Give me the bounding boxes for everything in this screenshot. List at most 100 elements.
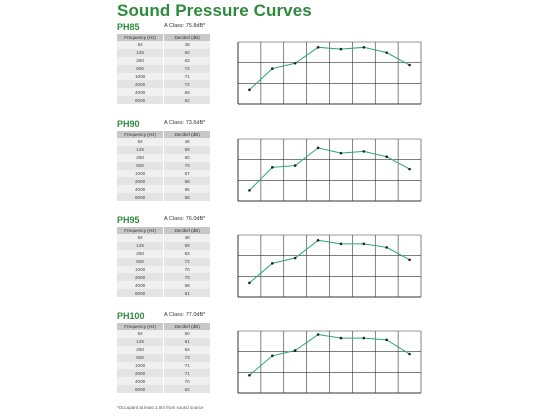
column-header: Decibel (dB): [163, 323, 211, 330]
frequency-cell: 1000: [117, 72, 165, 81]
series-line: [249, 46, 410, 91]
sound-pressure-chart-ph95: [237, 234, 422, 298]
data-point: [271, 262, 274, 265]
data-point: [385, 51, 388, 54]
data-point: [408, 63, 411, 67]
table-row: 125 60: [117, 48, 211, 57]
decibel-cell: 59: [163, 241, 211, 250]
frequency-cell: 250: [117, 249, 165, 258]
column-header: Frequency (Hz): [117, 323, 165, 330]
decibel-cell: 67: [163, 169, 211, 178]
decibel-cell: 71: [163, 369, 211, 378]
decibel-cell: 62: [163, 249, 211, 258]
frequency-cell: 64: [117, 330, 165, 338]
data-point: [385, 338, 388, 342]
data-point: [248, 88, 251, 92]
table-row: 2000 68: [117, 177, 211, 186]
table-row: 1000 67: [117, 169, 211, 178]
series-line: [249, 147, 410, 191]
data-point: [339, 242, 343, 246]
series-line: [249, 239, 410, 284]
model-section-ph95: PH95 A Class: 76.0dB* Frequency (Hz) Decibe…: [117, 215, 427, 307]
decibel-cell: 72: [163, 64, 211, 73]
decibel-cell: 50: [163, 330, 211, 338]
decibel-cell: 72: [163, 257, 211, 266]
data-point: [316, 46, 320, 49]
data-point: [339, 151, 343, 155]
table-row: 1000 71: [117, 72, 211, 81]
model-name: PH85: [117, 22, 140, 32]
data-point: [293, 164, 297, 167]
frequency-cell: 500: [117, 64, 165, 73]
data-point: [362, 150, 366, 153]
frequency-cell: 2000: [117, 273, 165, 282]
frequency-cell: 4000: [117, 377, 165, 386]
decibel-cell: 70: [163, 265, 211, 274]
frequency-cell: 500: [117, 353, 165, 362]
data-point: [248, 281, 251, 285]
frequency-cell: 64: [117, 234, 165, 242]
page-title: Sound Pressure Curves: [117, 1, 312, 20]
table-row: 125 59: [117, 145, 211, 154]
decibel-cell: 63: [163, 56, 211, 65]
model-section-ph100: PH100 A Class: 77.0dB* Frequency (Hz) Decib…: [117, 311, 427, 403]
table-row: 4000 69: [117, 88, 211, 97]
table-row: 64 48: [117, 234, 211, 242]
table-row: 64 48: [117, 41, 211, 49]
decibel-cell: 73: [163, 353, 211, 362]
a-class-rating: A Class: 73.6dB*: [164, 120, 206, 126]
decibel-cell: 69: [163, 88, 211, 97]
table-row: 1000 70: [117, 265, 211, 274]
model-name: PH100: [117, 311, 145, 321]
footnote: *Occupant at least 1.0m from sound sourc…: [117, 405, 204, 410]
decibel-cell: 70: [163, 377, 211, 386]
table-row: 2000 70: [117, 273, 211, 282]
table-row: 4000 70: [117, 377, 211, 386]
frequency-cell: 8000: [117, 385, 165, 394]
decibel-cell: 68: [163, 281, 211, 290]
table-row: 125 61: [117, 337, 211, 346]
sound-pressure-chart-ph100: [237, 330, 422, 394]
sound-pressure-chart-ph90: [237, 138, 422, 202]
column-header: Frequency (Hz): [117, 34, 165, 41]
column-header: Frequency (Hz): [117, 227, 165, 234]
decibel-cell: 70: [163, 273, 211, 282]
data-point: [385, 246, 388, 249]
frequency-table: Frequency (Hz) Decibel (dB) 64 48 125 60 250 63…: [117, 34, 211, 105]
decibel-cell: 59: [163, 145, 211, 154]
frequency-table: Frequency (Hz) Decibel (dB) 64 50 125 61 250 64…: [117, 323, 211, 394]
table-row: 250 64: [117, 345, 211, 354]
frequency-cell: 64: [117, 41, 165, 49]
frequency-cell: 500: [117, 161, 165, 170]
table-row: 1000 71: [117, 361, 211, 370]
table-row: 64 50: [117, 330, 211, 338]
series-line: [249, 334, 410, 376]
decibel-cell: 71: [163, 72, 211, 81]
table-row: 8000 62: [117, 385, 211, 394]
model-name: PH90: [117, 119, 140, 129]
frequency-cell: 2000: [117, 80, 165, 89]
column-header: Decibel (dB): [163, 131, 211, 138]
decibel-cell: 60: [163, 153, 211, 162]
table-row: 2000 72: [117, 80, 211, 89]
model-name: PH95: [117, 215, 140, 225]
table-row: 8000 62: [117, 96, 211, 105]
table-row: 8000 61: [117, 289, 211, 298]
decibel-cell: 46: [163, 138, 211, 146]
data-point: [408, 352, 411, 356]
table-row: 4000 68: [117, 281, 211, 290]
decibel-cell: 65: [163, 185, 211, 194]
data-point: [271, 166, 274, 169]
data-point: [271, 354, 274, 358]
decibel-cell: 48: [163, 234, 211, 242]
data-point: [271, 67, 274, 70]
data-point: [339, 47, 343, 51]
a-class-rating: A Class: 77.0dB*: [164, 312, 206, 318]
data-point: [248, 373, 251, 377]
table-header-row: Frequency (Hz) Decibel (dB): [117, 323, 211, 330]
column-header: Decibel (dB): [163, 227, 211, 234]
table-row: 4000 65: [117, 185, 211, 194]
column-header: Frequency (Hz): [117, 131, 165, 138]
frequency-cell: 8000: [117, 193, 165, 202]
decibel-cell: 71: [163, 361, 211, 370]
